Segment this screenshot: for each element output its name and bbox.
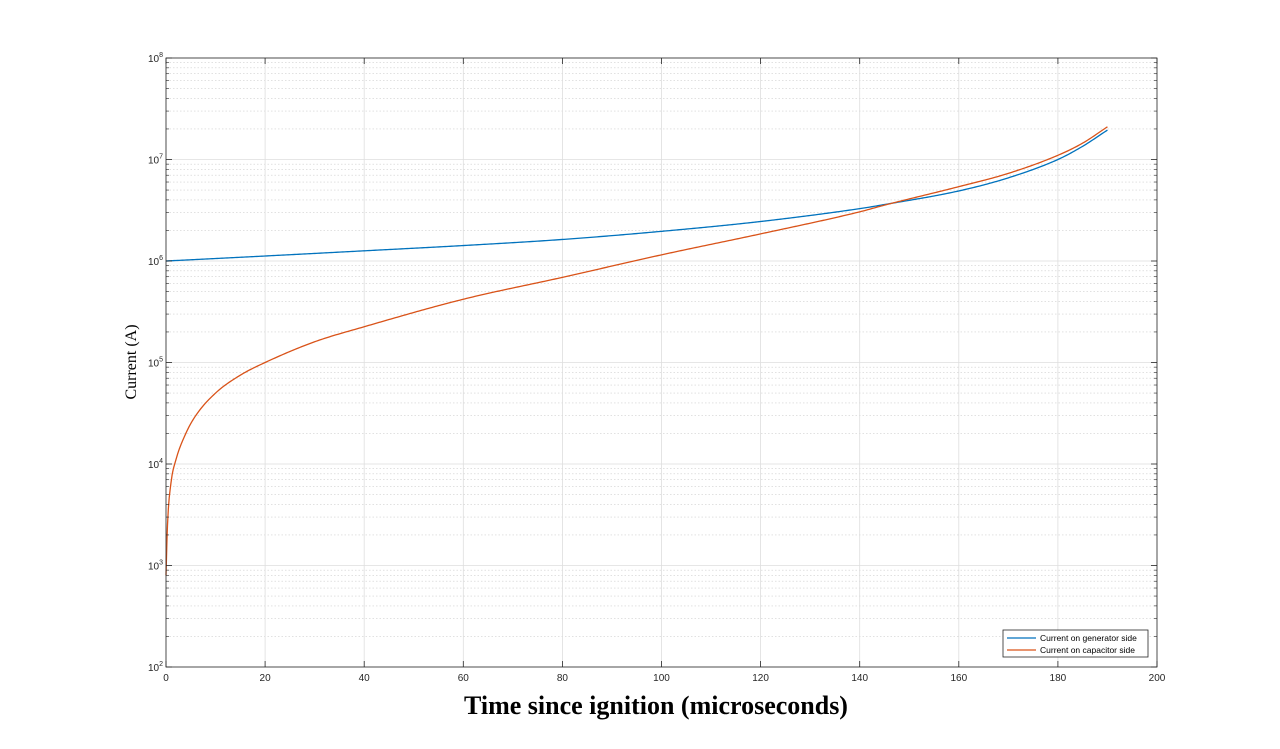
x-tick-label: 180 bbox=[1050, 673, 1067, 684]
x-tick-label: 60 bbox=[458, 673, 470, 684]
x-tick-label: 80 bbox=[557, 673, 569, 684]
y-tick-label: 108 bbox=[148, 52, 163, 65]
y-tick-label: 102 bbox=[148, 661, 163, 674]
y-tick-exponent: 7 bbox=[159, 154, 163, 161]
y-tick-exponent: 2 bbox=[159, 661, 163, 668]
y-tick-exponent: 4 bbox=[159, 458, 163, 465]
x-tick-label: 20 bbox=[260, 673, 272, 684]
y-axis-label: Current (A) bbox=[123, 324, 140, 399]
y-tick-label: 107 bbox=[148, 154, 163, 167]
y-tick-label: 103 bbox=[148, 560, 163, 573]
x-tick-label: 120 bbox=[752, 673, 769, 684]
series-line-0 bbox=[165, 129, 1108, 262]
y-tick-base: 10 bbox=[148, 663, 160, 674]
x-tick-label: 140 bbox=[851, 673, 868, 684]
y-tick-exponent: 3 bbox=[159, 560, 163, 567]
y-tick-label: 104 bbox=[148, 458, 163, 471]
y-tick-exponent: 6 bbox=[159, 255, 163, 262]
legend-box bbox=[1002, 629, 1149, 658]
x-tick-label: 0 bbox=[163, 673, 169, 684]
x-tick-label: 40 bbox=[359, 673, 371, 684]
y-tick-exponent: 5 bbox=[159, 357, 163, 364]
x-axis-label: Time since ignition (microseconds) bbox=[464, 691, 848, 720]
y-tick-base: 10 bbox=[148, 562, 160, 573]
legend: Current on generator side Current on cap… bbox=[1002, 629, 1149, 658]
x-tick-label: 200 bbox=[1149, 673, 1166, 684]
y-tick-label: 106 bbox=[148, 255, 163, 268]
y-tick-label: 105 bbox=[148, 357, 163, 370]
x-tick-label: 100 bbox=[653, 673, 670, 684]
x-tick-label: 160 bbox=[950, 673, 967, 684]
legend-label-generator: Current on generator side bbox=[1040, 633, 1137, 643]
minor-grid bbox=[166, 62, 1157, 637]
y-tick-exponent: 8 bbox=[159, 52, 163, 59]
y-tick-base: 10 bbox=[148, 156, 160, 167]
legend-label-capacitor: Current on capacitor side bbox=[1040, 645, 1135, 655]
y-tick-base: 10 bbox=[148, 257, 160, 268]
y-tick-base: 10 bbox=[148, 359, 160, 370]
y-tick-base: 10 bbox=[148, 54, 160, 65]
y-tick-base: 10 bbox=[148, 460, 160, 471]
series-line-1 bbox=[165, 126, 1108, 576]
x-tick-labels: 0 20 40 60 80 100 120 140 160 180 200 bbox=[163, 673, 1166, 684]
tick-marks bbox=[165, 57, 1158, 668]
series-layer bbox=[165, 126, 1108, 576]
